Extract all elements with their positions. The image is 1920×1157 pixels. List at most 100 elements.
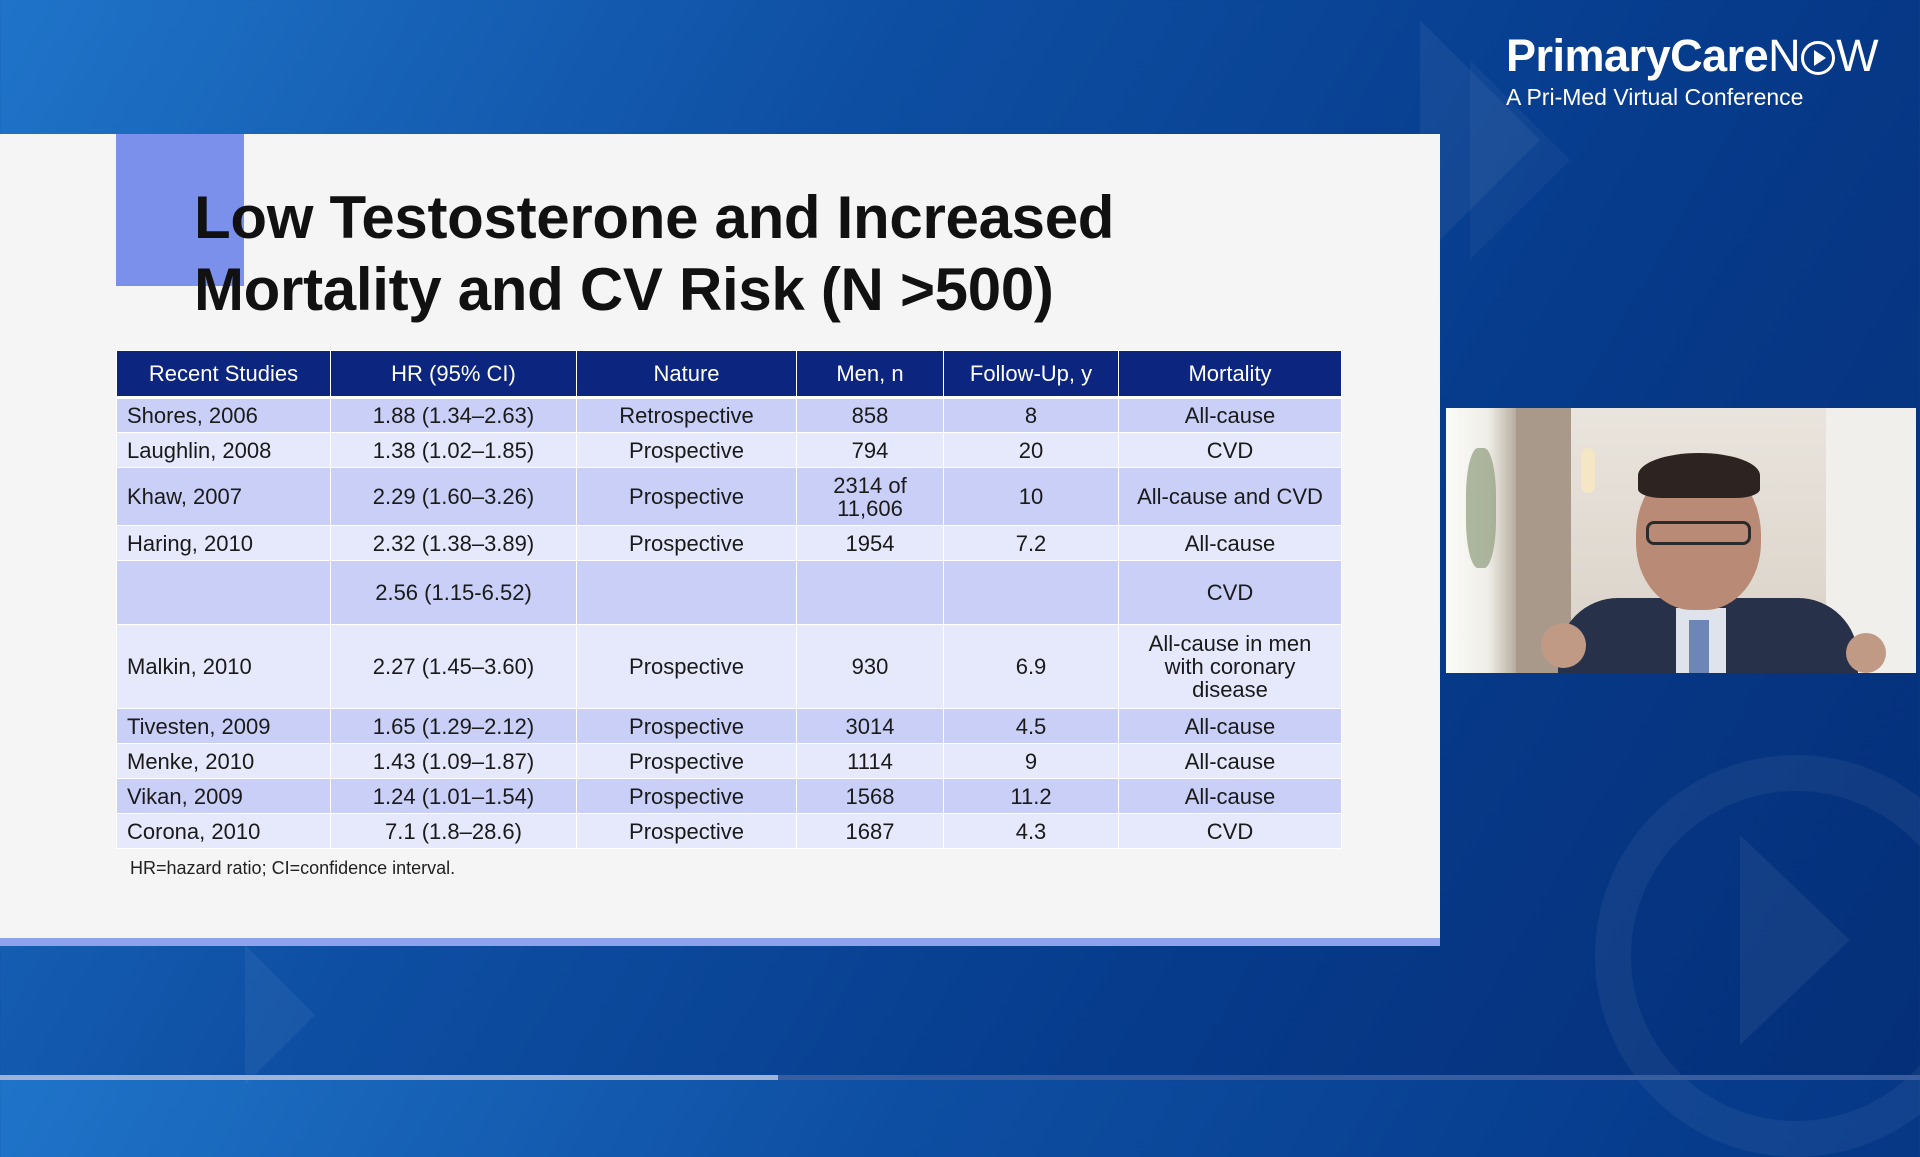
cell-study: Menke, 2010 [116,743,331,779]
brand-subtitle: A Pri-Med Virtual Conference [1506,84,1804,110]
table-row: Haring, 2010 2.32 (1.38–3.89) Prospectiv… [116,525,1342,561]
cell-follow-up: 7.2 [943,525,1119,561]
cell-study: Haring, 2010 [116,525,331,561]
cell-nature: Prospective [576,743,797,779]
cell-hr: 1.43 (1.09–1.87) [330,743,577,779]
speaker-hand [1846,633,1886,673]
cell-men: 794 [796,432,944,468]
cell-follow-up [943,560,1119,625]
video-wall-lamp [1581,448,1595,493]
cell-men: 1114 [796,743,944,779]
table-header-row: Recent Studies HR (95% CI) Nature Men, n… [116,350,1342,399]
cell-study: Shores, 2006 [116,397,331,433]
table-row: Laughlin, 2008 1.38 (1.02–1.85) Prospect… [116,432,1342,468]
video-progress-fill [0,1075,778,1080]
speaker-glasses [1646,521,1751,545]
cell-study [116,560,331,625]
table-row: Shores, 2006 1.88 (1.34–2.63) Retrospect… [116,397,1342,433]
table-row: Menke, 2010 1.43 (1.09–1.87) Prospective… [116,743,1342,779]
speaker-tie [1689,620,1709,673]
table-row: Corona, 2010 7.1 (1.8–28.6) Prospective … [116,813,1342,849]
header-nature: Nature [576,350,797,399]
brand-play-icon [1801,41,1836,75]
cell-nature: Prospective [576,778,797,814]
cell-study: Tivesten, 2009 [116,708,331,744]
cell-mortality: All-cause in men with coronary disease [1118,624,1342,709]
slide-bottom-accent [0,938,1440,946]
background-play-icon [1740,835,1850,1045]
cell-study: Vikan, 2009 [116,778,331,814]
cell-mortality: CVD [1118,813,1342,849]
cell-men: 1687 [796,813,944,849]
table-row: Malkin, 2010 2.27 (1.45–3.60) Prospectiv… [116,624,1342,709]
cell-hr: 1.65 (1.29–2.12) [330,708,577,744]
cell-follow-up: 4.5 [943,708,1119,744]
cell-men: 1954 [796,525,944,561]
cell-men: 3014 [796,708,944,744]
cell-mortality: All-cause [1118,525,1342,561]
cell-follow-up: 20 [943,432,1119,468]
cell-mortality: CVD [1118,560,1342,625]
cell-nature: Prospective [576,467,797,526]
table-row: Vikan, 2009 1.24 (1.01–1.54) Prospective… [116,778,1342,814]
cell-study: Laughlin, 2008 [116,432,331,468]
video-plant [1466,448,1496,568]
cell-nature: Prospective [576,813,797,849]
speaker-hand [1541,623,1586,668]
header-follow-up: Follow-Up, y [943,350,1119,399]
cell-nature: Retrospective [576,397,797,433]
cell-follow-up: 8 [943,397,1119,433]
slide-accent-block [116,134,244,286]
brand-name: PrimaryCareN W [1506,30,1879,82]
studies-table: Recent Studies HR (95% CI) Nature Men, n… [116,350,1342,849]
header-recent-studies: Recent Studies [116,350,331,399]
speaker-hair [1638,453,1760,498]
cell-hr: 2.29 (1.60–3.26) [330,467,577,526]
cell-hr: 1.88 (1.34–2.63) [330,397,577,433]
table-row: 2.56 (1.15-6.52) CVD [116,560,1342,625]
cell-follow-up: 10 [943,467,1119,526]
cell-follow-up: 4.3 [943,813,1119,849]
slide-title-line-1: Low Testosterone and Increased [194,184,1115,251]
cell-mortality: All-cause [1118,397,1342,433]
cell-men: 858 [796,397,944,433]
brand-logo: PrimaryCareN W A Pri-Med Virtual Conferen… [1506,30,1879,111]
background-chevron [245,945,315,1085]
cell-mortality: All-cause [1118,708,1342,744]
cell-nature: Prospective [576,432,797,468]
cell-nature: Prospective [576,708,797,744]
cell-mortality: All-cause and CVD [1118,467,1342,526]
header-men-n: Men, n [796,350,944,399]
slide-footnote: HR=hazard ratio; CI=confidence interval. [130,858,456,878]
cell-mortality: CVD [1118,432,1342,468]
cell-men [796,560,944,625]
brand-name-bold: PrimaryCare [1506,30,1769,81]
video-progress-track[interactable] [0,1075,1920,1080]
header-mortality: Mortality [1118,350,1342,399]
cell-hr: 7.1 (1.8–28.6) [330,813,577,849]
cell-hr: 2.32 (1.38–3.89) [330,525,577,561]
cell-hr: 2.27 (1.45–3.60) [330,624,577,709]
cell-follow-up: 11.2 [943,778,1119,814]
cell-nature: Prospective [576,525,797,561]
cell-mortality: All-cause [1118,743,1342,779]
brand-now-post: W [1836,30,1879,81]
cell-follow-up: 9 [943,743,1119,779]
slide-title: Low Testosterone and Increased Mortality… [194,182,1114,326]
cell-mortality: All-cause [1118,778,1342,814]
cell-men: 930 [796,624,944,709]
cell-men: 2314 of 11,606 [796,467,944,526]
table-row: Khaw, 2007 2.29 (1.60–3.26) Prospective … [116,467,1342,526]
cell-follow-up: 6.9 [943,624,1119,709]
cell-hr: 1.24 (1.01–1.54) [330,778,577,814]
cell-study: Malkin, 2010 [116,624,331,709]
speaker-video [1446,408,1916,673]
cell-study: Corona, 2010 [116,813,331,849]
cell-men: 1568 [796,778,944,814]
presentation-slide: Low Testosterone and Increased Mortality… [0,134,1440,938]
brand-now-pre: N [1768,30,1801,81]
cell-study: Khaw, 2007 [116,467,331,526]
cell-nature [576,560,797,625]
slide-title-line-2: Mortality and CV Risk (N >500) [194,256,1054,323]
